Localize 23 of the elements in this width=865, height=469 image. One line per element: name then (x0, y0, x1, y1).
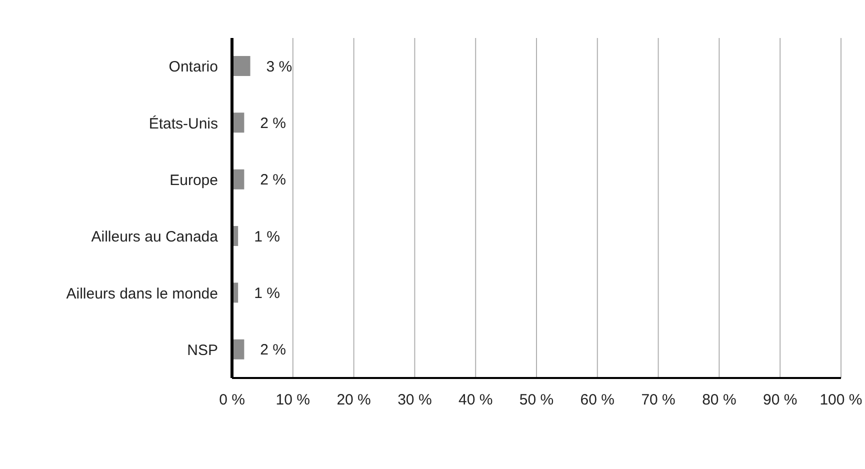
x-tick-label: 0 % (219, 392, 245, 409)
x-tick-label: 50 % (519, 392, 554, 409)
x-tick-label: 10 % (276, 392, 310, 409)
x-tick-label: 40 % (458, 392, 493, 409)
x-tick-label: 90 % (763, 392, 798, 409)
data-label: 1 % (254, 284, 280, 302)
y-tick-label: États-Unis (148, 114, 218, 132)
data-label: 2 % (260, 172, 286, 189)
y-tick-label: Europe (170, 172, 218, 189)
x-tick-label: 60 % (580, 392, 614, 409)
data-label: 2 % (260, 342, 286, 359)
x-tick-label: 80 % (702, 392, 736, 409)
x-tick-label: 100 % (820, 392, 862, 409)
data-label: 1 % (254, 228, 280, 246)
x-tick-label: 30 % (398, 392, 432, 409)
x-tick-label: 20 % (336, 392, 371, 409)
y-tick-label: Ontario (168, 58, 218, 76)
y-tick-label: NSP (187, 342, 218, 359)
y-tick-label: Ailleurs dans le monde (66, 285, 218, 302)
y-tick-label: Ailleurs au Canada (91, 228, 219, 246)
x-tick-label: 70 % (641, 392, 676, 409)
data-label: 3 % (266, 58, 292, 76)
data-label: 2 % (260, 114, 286, 132)
